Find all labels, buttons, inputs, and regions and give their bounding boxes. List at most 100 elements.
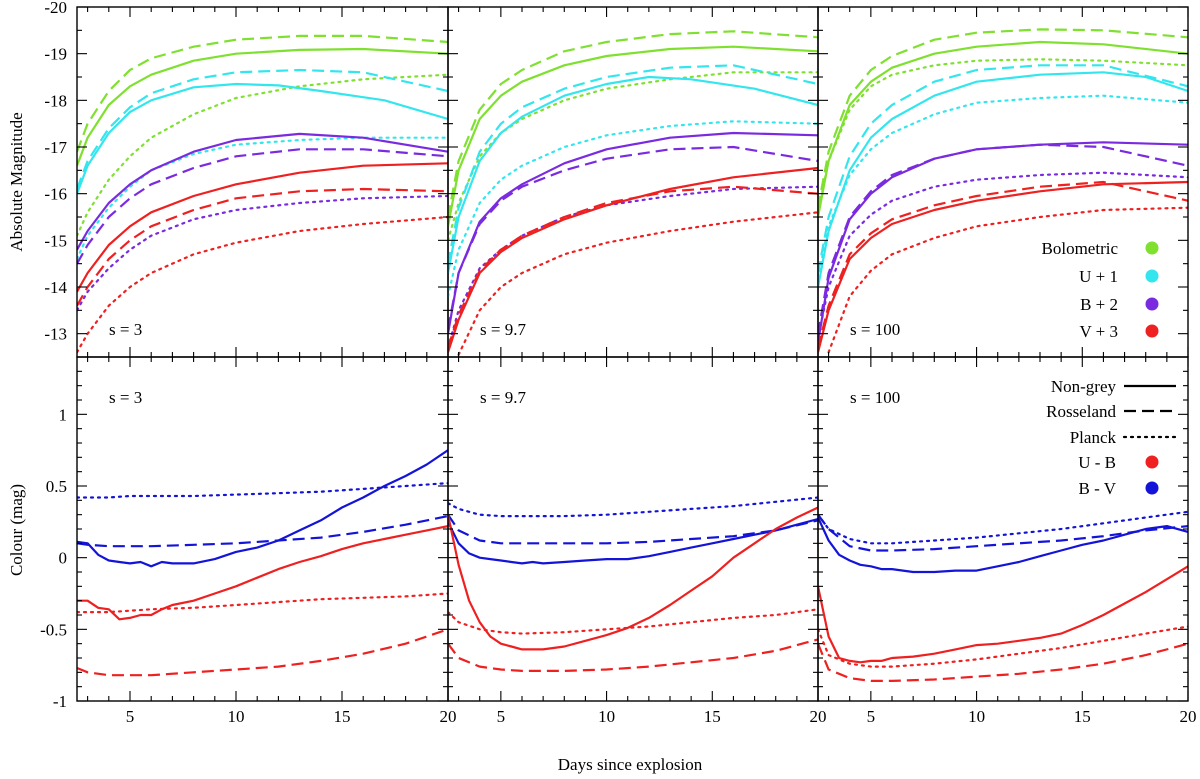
top-panel-2: [447, 6, 819, 358]
y-tick-label: -16: [44, 185, 67, 204]
legend-label-b-v: B - V: [1079, 479, 1117, 498]
series-bolometric-dashed: [818, 28, 1188, 208]
x-tick-label: 20: [810, 707, 827, 726]
series-b-2-dashed: [448, 145, 818, 330]
series-bolometric-solid: [448, 45, 818, 227]
series-v-3-dashed: [448, 185, 818, 349]
legend-label-rosseland: Rosseland: [1046, 402, 1116, 421]
y-tick-label: -0.5: [40, 620, 67, 639]
y-tick-label: -19: [44, 45, 67, 64]
x-tick-label: 5: [497, 707, 506, 726]
series-bolometric-solid: [818, 40, 1188, 218]
plot-area: s = 3-13-14-15-16-17-18-19-20s = 9.7 s = …: [40, 0, 1196, 726]
series-b-v-dotted: [818, 510, 1188, 545]
legend-label-non-grey: Non-grey: [1051, 377, 1117, 396]
x-tick-label: 10: [968, 707, 985, 726]
y-axis-label-bottom: Colour (mag): [7, 484, 26, 576]
y-tick-label: -17: [44, 138, 67, 157]
series-u-1-solid: [818, 71, 1188, 288]
x-tick-label: 20: [1180, 707, 1197, 726]
series-u-b-dashed: [818, 642, 1188, 683]
legend-marker-u-1: [1145, 269, 1159, 283]
series-u-1-dashed: [818, 64, 1188, 274]
series-b-2-solid: [77, 132, 448, 251]
series-b-2-dotted: [818, 171, 1188, 340]
series-b-2-dashed: [77, 148, 448, 265]
series-b-2-solid: [818, 141, 1188, 344]
series-u-b-dotted: [77, 592, 448, 614]
series-u-b-dotted: [448, 608, 818, 635]
series-u-b-dashed: [77, 628, 448, 677]
y-tick-label: 0.5: [46, 477, 67, 496]
series-group: [818, 510, 1188, 683]
series-v-3-dashed: [77, 187, 448, 307]
series-bolometric-dotted: [818, 58, 1188, 214]
series-group: [818, 28, 1188, 354]
legend-label-planck: Planck: [1070, 428, 1117, 447]
y-tick-label: 1: [59, 405, 68, 424]
y-tick-label: -14: [44, 278, 67, 297]
x-tick-label: 10: [228, 707, 245, 726]
series-b-v-dotted: [448, 496, 818, 518]
panel-label: s = 3: [109, 320, 142, 339]
x-tick-label: 15: [334, 707, 351, 726]
series-u-b-dotted: [818, 625, 1188, 668]
panel-frame: [817, 356, 1189, 702]
series-bolometric-solid: [77, 47, 448, 167]
series-b-2-dotted: [448, 185, 818, 349]
series-b-v-dashed: [448, 514, 818, 545]
panel-label: s = 9.7: [480, 388, 526, 407]
bottom-panel-2: [447, 356, 819, 702]
y-tick-label: -18: [44, 91, 67, 110]
x-tick-label: 20: [440, 707, 457, 726]
series-b-2-solid: [448, 131, 818, 334]
series-group: [448, 30, 818, 356]
y-tick-label: -13: [44, 325, 67, 344]
series-u-b-solid: [818, 565, 1188, 664]
bottom-panel-1: [76, 356, 449, 702]
legend-label-v-3: V + 3: [1079, 322, 1118, 341]
panel-frame: [447, 356, 819, 702]
top-panel-1: [76, 6, 449, 358]
series-b-2-dashed: [818, 143, 1188, 334]
x-tick-label: 10: [598, 707, 615, 726]
panel-frame: [76, 356, 449, 702]
series-u-1-solid: [77, 82, 448, 195]
legend-label-u-1: U + 1: [1079, 267, 1118, 286]
x-axis-label: Days since explosion: [558, 755, 703, 774]
series-u-1-dashed: [448, 64, 818, 264]
series-group: [448, 496, 818, 673]
x-tick-label: 15: [1074, 707, 1091, 726]
legend-label-b-2: B + 2: [1080, 295, 1118, 314]
legend-label-bolometric: Bolometric: [1042, 239, 1119, 258]
x-tick-label: 15: [704, 707, 721, 726]
bottom-panel-3: [817, 356, 1189, 702]
x-tick-label: 5: [126, 707, 135, 726]
series-b-v-dashed: [818, 514, 1188, 552]
y-tick-label: -20: [44, 0, 67, 17]
series-group: [77, 449, 448, 677]
series-v-3-solid: [77, 162, 448, 293]
series-b-v-solid: [448, 517, 818, 565]
legend-marker-b-2: [1145, 297, 1159, 311]
panel-label: s = 9.7: [480, 320, 526, 339]
legend-marker-u-b: [1145, 455, 1159, 469]
series-v-3-dotted: [827, 206, 1188, 354]
series-b-v-solid: [818, 517, 1188, 574]
series-u-1-dotted: [818, 94, 1188, 279]
series-v-3-dotted: [457, 211, 818, 356]
series-u-1-dashed: [77, 68, 448, 190]
series-bolometric-dotted: [448, 71, 818, 242]
series-b-2-dotted: [77, 194, 448, 312]
series-u-1-dotted: [448, 120, 818, 298]
series-u-b-solid: [77, 525, 448, 621]
series-bolometric-dashed: [77, 34, 448, 153]
y-tick-label: 0: [59, 549, 68, 568]
series-b-v-dotted: [77, 482, 448, 499]
x-tick-label: 5: [867, 707, 876, 726]
series-b-v-dashed: [77, 515, 448, 548]
series-u-b-dashed: [448, 638, 818, 673]
series-bolometric-dotted: [77, 73, 448, 237]
series-v-3-dotted: [77, 215, 448, 354]
